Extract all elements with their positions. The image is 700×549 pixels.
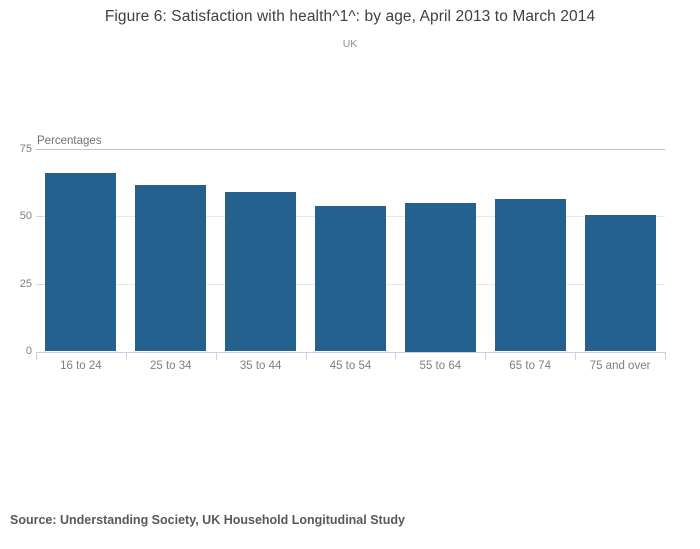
x-category-label-75-and-over: 75 and over (589, 360, 651, 372)
bar-65-to-74 (494, 198, 566, 352)
x-tick-mark-5 (485, 352, 487, 360)
bar-16-to-24 (45, 173, 117, 352)
x-tick-mark-0 (36, 352, 37, 360)
y-tick-label-50: 50 (19, 210, 32, 222)
x-axis-line (36, 351, 666, 353)
chart-title: Figure 6: Satisfaction with health^1^: b… (104, 8, 596, 25)
bar-45-to-54 (315, 205, 386, 352)
x-tick-mark-2 (215, 352, 217, 360)
bar-25-to-34 (135, 185, 207, 352)
chart-subtitle: UK (342, 38, 358, 50)
bar-75-and-over (584, 215, 656, 352)
y-tick-label-25: 25 (19, 277, 32, 290)
y-tick-mark-25 (36, 283, 44, 285)
x-category-label-65-to-74: 65 to 74 (509, 360, 551, 372)
x-category-label-25-to-34: 25 to 34 (149, 360, 192, 372)
x-tick-mark-3 (305, 352, 307, 360)
bar-55-to-64 (404, 203, 476, 352)
x-category-label-55-to-64: 55 to 64 (419, 360, 462, 372)
y-tick-label-75: 75 (19, 142, 32, 155)
gridline-75 (36, 148, 665, 150)
source-note: Source: Understanding Society, UK Househ… (10, 513, 405, 527)
x-category-label-35-to-44: 35 to 44 (239, 360, 282, 372)
x-tick-mark-1 (125, 352, 127, 360)
x-tick-mark-6 (575, 352, 577, 360)
x-tick-mark-7 (665, 352, 666, 360)
x-tick-mark-4 (395, 352, 397, 360)
x-category-label-16-to-24: 16 to 24 (60, 360, 102, 372)
y-axis-title: Percentages (37, 135, 102, 147)
y-tick-label-0: 0 (25, 345, 32, 357)
bar-35-to-44 (225, 192, 297, 352)
y-tick-mark-50 (36, 216, 44, 217)
x-category-label-45-to-54: 45 to 54 (329, 360, 372, 372)
